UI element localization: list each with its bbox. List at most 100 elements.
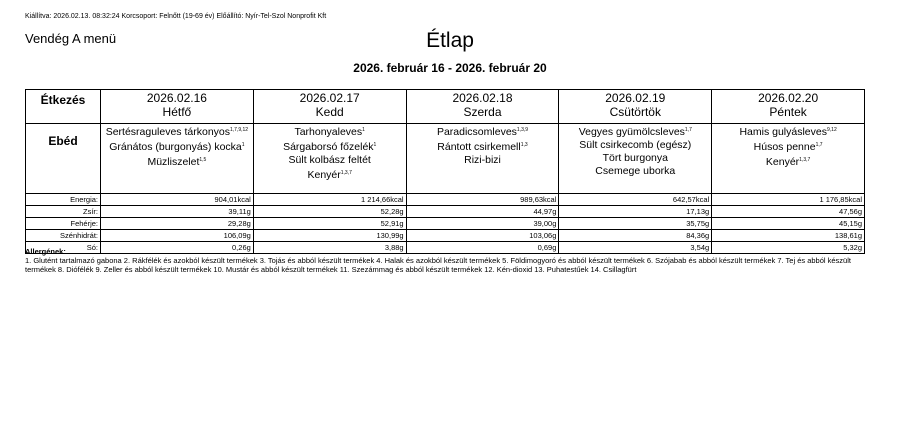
dish-allergens: 1,3,9 <box>516 127 529 133</box>
day-date: 2026.02.17 <box>299 91 360 105</box>
day-date: 2026.02.16 <box>146 91 207 105</box>
nutrition-label: Szénhidrát: <box>25 229 101 242</box>
nutrition-row: Zsír: 39,11g 52,28g 44,97g 17,13g 47,56g <box>25 205 865 218</box>
nutrition-label: Zsír: <box>25 205 101 218</box>
dish: Csemege uborka <box>561 165 709 178</box>
dish: Hamis gulyásleves9,12 <box>714 124 862 139</box>
dish-name: Vegyes gyümölcsleves <box>578 126 685 138</box>
dish: Sertésraguleves tárkonyos1,7,9,12 <box>103 124 251 139</box>
dish-name: Sertésraguleves tárkonyos <box>105 126 231 138</box>
dish: Kenyér1,3,7 <box>256 167 404 182</box>
nutrition-value: 39,11g <box>100 205 254 218</box>
dish-name: Sárgaborsó főzelék <box>283 141 374 153</box>
dish-name: Sült kolbász feltét <box>288 154 371 166</box>
dish: Vegyes gyümölcsleves1,7 <box>561 124 709 139</box>
dish-name: Tört burgonya <box>602 152 668 164</box>
allergens-title: Allergének: <box>25 247 66 256</box>
nutrition-value: 84,36g <box>558 229 713 242</box>
dish: Tört burgonya <box>561 152 709 165</box>
nutrition-value: 52,28g <box>252 205 407 218</box>
day-date: 2026.02.20 <box>758 91 819 105</box>
dish: Sárgaborsó főzelék1 <box>256 139 404 154</box>
nutrition-label: Fehérje: <box>25 217 101 230</box>
day-date: 2026.02.19 <box>605 91 666 105</box>
nutrition-value: 103,06g <box>405 229 560 242</box>
nutrition-value: 1 176,85kcal <box>711 193 865 206</box>
nutrition-value: 0,69g <box>405 241 560 254</box>
nutrition-row: Energia: 904,01kcal 1 214,66kcal 989,63kcal… <box>25 193 865 206</box>
day-header: 2026.02.18 Szerda <box>405 89 560 124</box>
allergens-text: 1. Glutént tartalmazó gabona 2. Rákfélék… <box>25 256 851 274</box>
nutrition-value: 642,57kcal <box>558 193 713 206</box>
dish: Kenyér1,3,7 <box>714 154 862 169</box>
meal-label: Ebéd <box>25 123 101 194</box>
day-name: Kedd <box>315 105 344 119</box>
dish-name: Kenyér <box>765 156 800 168</box>
nutrition-value: 17,13g <box>558 205 713 218</box>
nutrition-value: 44,97g <box>405 205 560 218</box>
nutrition-value: 106,09g <box>100 229 254 242</box>
dish-cell: Sertésraguleves tárkonyos1,7,9,12 Gránáto… <box>100 123 254 194</box>
dish-allergens: 1,5 <box>199 157 207 163</box>
dish-name: Csemege uborka <box>595 165 676 177</box>
dish-name: Sült csirkecomb (egész) <box>579 139 692 151</box>
dish-name: Kenyér <box>307 169 341 181</box>
header-row: Étkezés 2026.02.16 Hétfő 2026.02.17 Kedd 2026… <box>25 89 865 124</box>
dish-allergens: 1 <box>241 142 245 148</box>
nutrition-row: Fehérje: 29,28g 52,91g 39,00g 35,75g 45,15g <box>25 217 865 230</box>
dish-cell: Paradicsomleves1,3,9 Rántott csirkemell1,… <box>405 123 560 194</box>
nutrition-value: 989,63kcal <box>405 193 560 206</box>
dish: Rántott csirkemell1,3 <box>409 139 557 154</box>
dish: Gránátos (burgonyás) kocka1 <box>103 139 251 154</box>
day-header: 2026.02.16 Hétfő <box>100 89 254 124</box>
day-date: 2026.02.18 <box>452 91 513 105</box>
nutrition-value: 35,75g <box>558 217 713 230</box>
day-name: Péntek <box>769 105 807 119</box>
dish-allergens: 1,3,7 <box>340 170 352 176</box>
dish-allergens: 1,3 <box>520 142 528 148</box>
day-header: 2026.02.19 Csütörtök <box>558 89 713 124</box>
nutrition-value: 45,15g <box>711 217 865 230</box>
day-name: Szerda <box>463 105 502 119</box>
dish: Müzliszelet1,5 <box>103 154 251 169</box>
dish-allergens: 1,7 <box>684 127 692 133</box>
dish-allergens: 1,7,9,12 <box>230 127 249 133</box>
dish-allergens: 1,3,7 <box>799 157 811 163</box>
nutrition-value: 1 214,66kcal <box>252 193 407 206</box>
dish-name: Húsos penne <box>753 141 816 153</box>
nutrition-value: 52,91g <box>252 217 407 230</box>
dish: Tarhonyaleves1 <box>256 124 404 139</box>
nutrition-value: 39,00g <box>405 217 560 230</box>
dish-name: Rántott csirkemell <box>437 141 521 153</box>
dish-cell: Tarhonyaleves1 Sárgaborsó főzelék1 Sült ko… <box>252 123 407 194</box>
nutrition-value: 138,61g <box>711 229 865 242</box>
dish-name: Tarhonyaleves <box>294 126 363 138</box>
dish-allergens: 9,12 <box>827 127 837 133</box>
menu-name: Vendég A menü <box>25 31 117 46</box>
dish: Húsos penne1,7 <box>714 139 862 154</box>
title: Étlap <box>426 29 474 52</box>
day-name: Hétfő <box>162 105 192 119</box>
dish-allergens: 1,7 <box>815 142 823 148</box>
nutrition-row: Só: 0,26g 3,88g 0,69g 3,54g 5,32g <box>25 241 865 254</box>
nutrition-value: 130,99g <box>252 229 407 242</box>
day-header: 2026.02.20 Péntek <box>711 89 865 124</box>
dish-allergens: 1 <box>373 142 377 148</box>
dish: Paradicsomleves1,3,9 <box>409 124 557 139</box>
dish: Rizi-bizi <box>409 154 557 167</box>
menu-table: Étkezés 2026.02.16 Hétfő 2026.02.17 Kedd 2026… <box>25 89 865 254</box>
dish: Sült csirkecomb (egész) <box>561 139 709 152</box>
day-name: Csütörtök <box>609 105 661 119</box>
issued: Kiállítva: 2026.02.13. 08:32:24 Korcsopo… <box>25 13 327 20</box>
dish-allergens: 1 <box>362 127 365 133</box>
dish-name: Rizi-bizi <box>464 154 501 166</box>
nutrition-label: Só: <box>25 241 101 254</box>
dish-cell: Vegyes gyümölcsleves1,7 Sült csirkecomb (… <box>558 123 713 194</box>
period: 2026. február 16 - 2026. február 20 <box>353 61 547 75</box>
nutrition-value: 904,01kcal <box>100 193 254 206</box>
meal-row: Ebéd Sertésraguleves tárkonyos1,7,9,12 Grá… <box>25 123 865 194</box>
nutrition-row: Szénhidrát: 106,09g 130,99g 103,06g 84,36g 13… <box>25 229 865 242</box>
corner: Étkezés <box>25 89 101 124</box>
dish-cell: Hamis gulyásleves9,12 Húsos penne1,7 Kenyé… <box>711 123 865 194</box>
